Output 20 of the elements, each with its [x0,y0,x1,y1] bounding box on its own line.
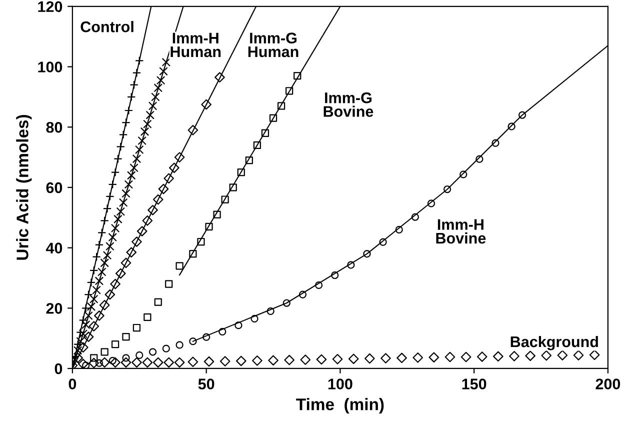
annotation: Imm-G Human [248,32,298,58]
y-tick-label: 80 [46,122,62,133]
y-tick-label: 60 [46,182,62,194]
x-axis-title: Time (min) [296,398,384,414]
annotation: Imm-G Bovine [324,92,374,117]
annotation: Control [80,20,134,32]
x-tick-label: 50 [198,378,214,390]
y-tick-label: 100 [38,62,62,72]
annotation: Imm-H Human [170,32,221,58]
annotation: Background [510,336,598,350]
y-tick-label: 120 [38,1,62,12]
y-axis-title: Uric Acid (nmoles) [16,114,32,260]
x-tick-label: 150 [462,378,486,390]
annotation: Imm-H Bovine [436,219,486,244]
y-tick-label: 40 [46,242,62,254]
y-tick-label: 0 [54,363,62,374]
x-tick-label: 0 [68,378,76,390]
x-tick-label: 100 [328,378,352,390]
x-tick-label: 200 [596,378,620,390]
y-tick-label: 20 [46,303,62,314]
